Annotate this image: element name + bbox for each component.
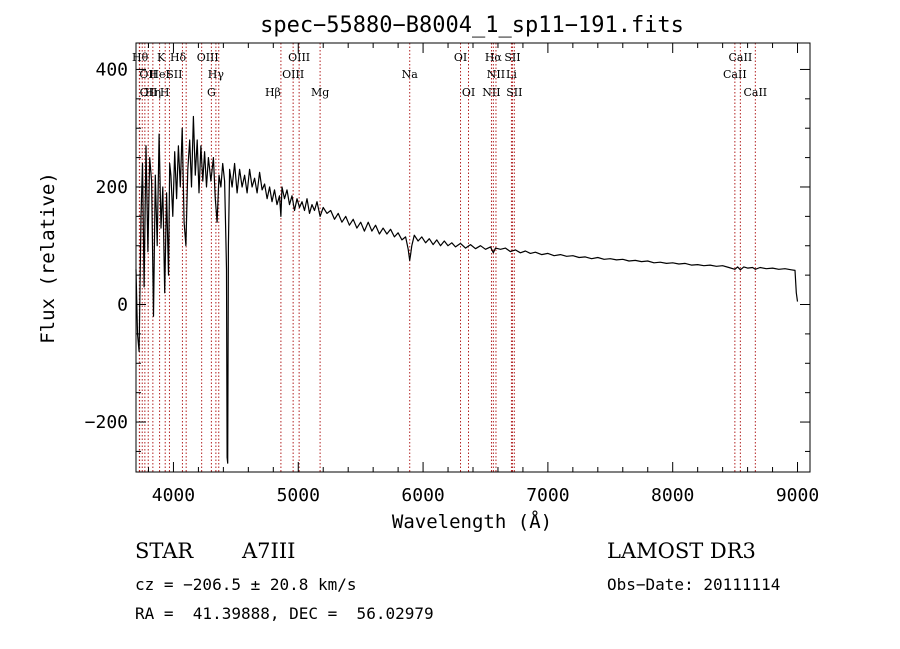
observation-date: Obs−Date: 20111114	[607, 575, 781, 594]
plot-frame	[135, 42, 811, 473]
spectral-line-label: SII	[504, 51, 520, 64]
x-tick-label: 9000	[776, 485, 819, 506]
spectral-line-label: Hγ	[208, 68, 225, 81]
spectral-line-label: Na	[402, 68, 419, 81]
spectral-line-label: OII	[140, 86, 158, 99]
y-tick-label: 0	[117, 295, 128, 316]
spectral-line-label: CaII	[729, 51, 753, 64]
spectral-line-label: Hη	[145, 86, 161, 99]
x-tick-label: 8000	[651, 485, 694, 506]
spectral-line-label: Hα	[485, 51, 503, 64]
spectral-line-label: G	[207, 86, 216, 99]
axis-tick-labels: 4000 5000 6000 7000 8000 9000 −200 0 200 400	[85, 59, 820, 506]
x-tick-label: 7000	[526, 485, 569, 506]
spectral-line-markers	[138, 43, 756, 472]
chart-title: spec−55880−B8004_1_sp11−191.fits	[260, 13, 684, 38]
radial-velocity: cz = −206.5 ± 20.8 km/s	[135, 575, 357, 594]
spectral-line-label: K	[157, 51, 166, 64]
y-tick-label: −200	[85, 412, 128, 433]
spectral-line-label: Hδ	[170, 51, 187, 64]
spectral-line-label: OIII	[197, 51, 219, 64]
coordinates: RA = 41.39888, DEC = 56.02979	[135, 604, 434, 623]
survey-name: LAMOST DR3	[607, 539, 756, 563]
axis-ticks	[136, 43, 810, 472]
spectral-subclass: A7III	[242, 539, 296, 563]
object-class: STAR	[135, 539, 194, 563]
spectral-line-label: OIII	[282, 68, 304, 81]
spectral-line-label: Li	[506, 68, 517, 81]
spectral-line-label: NII	[482, 86, 500, 99]
x-axis-label: Wavelength (Å)	[392, 510, 552, 533]
x-tick-label: 4000	[152, 485, 195, 506]
spectral-line-label: OIII	[288, 51, 310, 64]
y-axis-label: Flux (relative)	[37, 172, 59, 344]
spectral-line-label: OI	[462, 86, 475, 99]
spectral-line-label: H	[160, 86, 170, 99]
spectral-line-label: SII	[166, 68, 182, 81]
spectral-line-label: Hβ	[265, 86, 281, 99]
y-tick-label: 400	[95, 59, 128, 80]
spectral-line-label: NII	[487, 68, 505, 81]
y-tick-label: 200	[95, 177, 128, 198]
spectral-line-label: SII	[506, 86, 522, 99]
spectral-line-label: OII	[139, 68, 157, 81]
spectral-line-label: HeI	[149, 68, 169, 81]
spectral-line-label: CaII	[743, 86, 767, 99]
spectral-line-label: Hθ	[132, 51, 149, 64]
flux-series-line	[135, 115, 799, 464]
x-tick-label: 5000	[277, 485, 320, 506]
spectral-line-label: Mg	[311, 86, 329, 99]
spectral-line-label: CaII	[723, 68, 747, 81]
spectral-line-label: OI	[454, 51, 467, 64]
x-tick-label: 6000	[401, 485, 444, 506]
